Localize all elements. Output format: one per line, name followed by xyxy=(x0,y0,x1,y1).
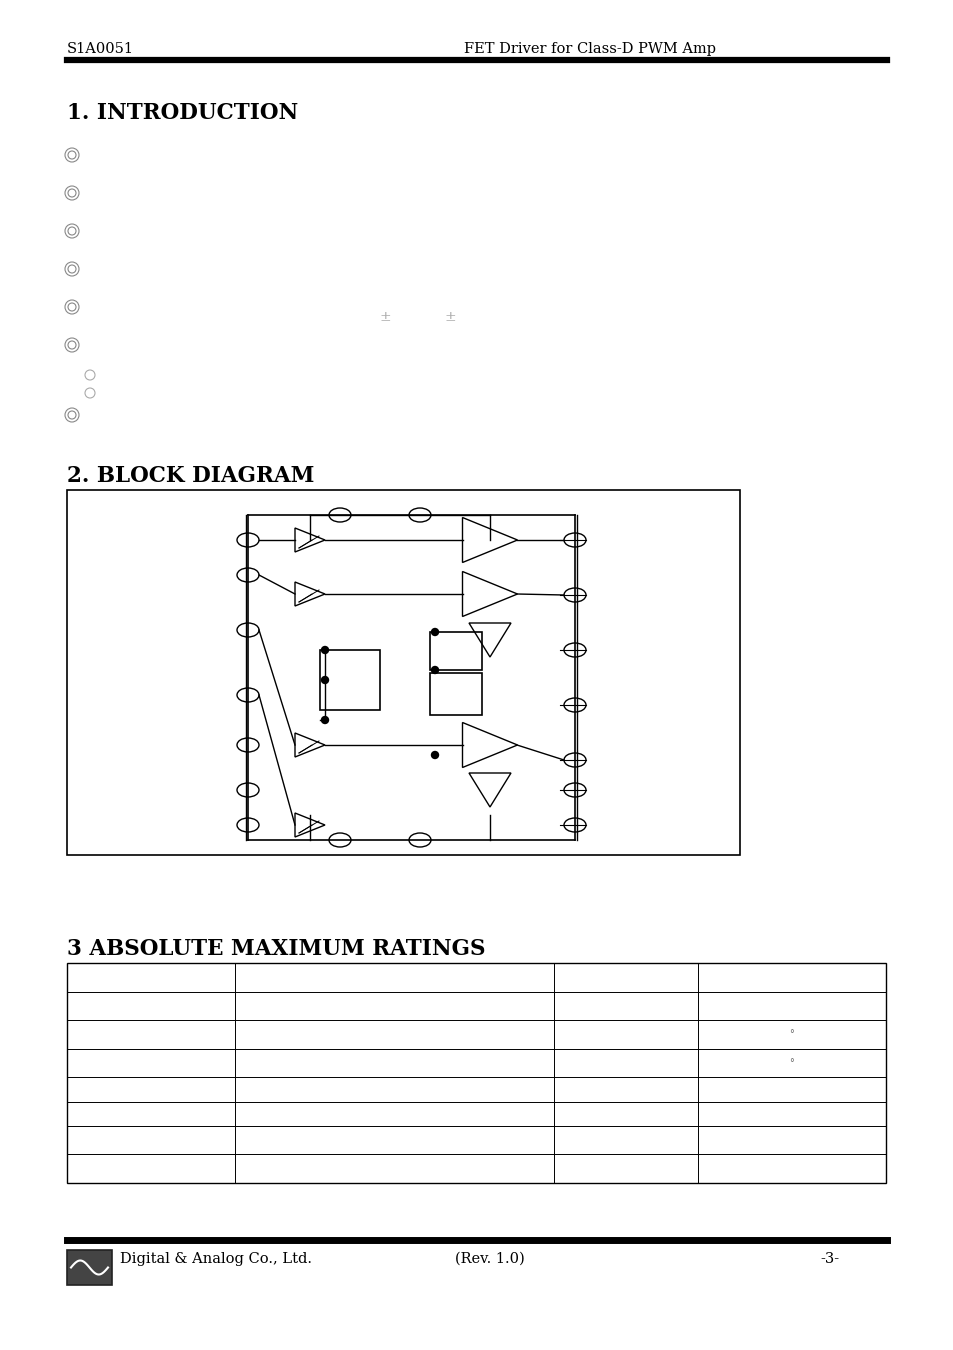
Text: °: ° xyxy=(789,1058,793,1068)
Circle shape xyxy=(431,629,438,636)
Text: (Rev. 1.0): (Rev. 1.0) xyxy=(455,1251,524,1266)
Text: °: ° xyxy=(789,1030,793,1040)
Text: FET Driver for Class-D PWM Amp: FET Driver for Class-D PWM Amp xyxy=(463,42,716,55)
Circle shape xyxy=(431,752,438,759)
Text: ±: ± xyxy=(378,310,391,324)
Bar xyxy=(319,649,379,710)
Text: 3 ABSOLUTE MAXIMUM RATINGS: 3 ABSOLUTE MAXIMUM RATINGS xyxy=(67,938,485,960)
Circle shape xyxy=(321,717,328,724)
Circle shape xyxy=(321,647,328,653)
Text: S1A0051: S1A0051 xyxy=(67,42,133,55)
Bar xyxy=(430,674,481,716)
Bar xyxy=(67,490,740,855)
Text: 2. BLOCK DIAGRAM: 2. BLOCK DIAGRAM xyxy=(67,464,314,487)
Bar xyxy=(430,632,481,670)
Text: -3-: -3- xyxy=(820,1251,839,1266)
Bar xyxy=(67,963,885,1183)
Circle shape xyxy=(431,667,438,674)
Circle shape xyxy=(321,676,328,683)
Bar xyxy=(67,1250,112,1285)
Text: 1. INTRODUCTION: 1. INTRODUCTION xyxy=(67,103,298,124)
Text: Digital & Analog Co., Ltd.: Digital & Analog Co., Ltd. xyxy=(120,1251,312,1266)
Text: ±: ± xyxy=(444,310,456,324)
